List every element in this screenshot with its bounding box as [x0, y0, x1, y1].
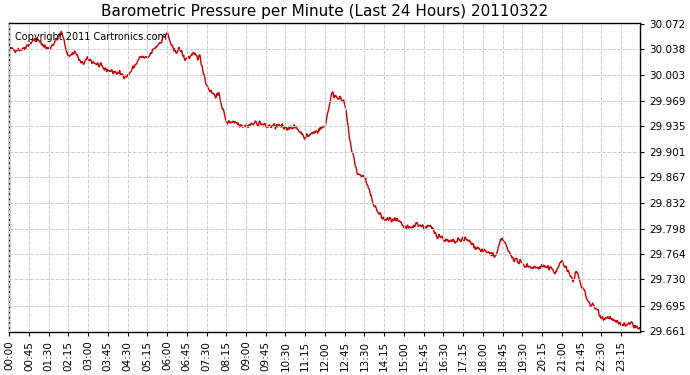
Title: Barometric Pressure per Minute (Last 24 Hours) 20110322: Barometric Pressure per Minute (Last 24 …	[101, 4, 549, 19]
Text: Copyright 2011 Cartronics.com: Copyright 2011 Cartronics.com	[15, 32, 168, 42]
